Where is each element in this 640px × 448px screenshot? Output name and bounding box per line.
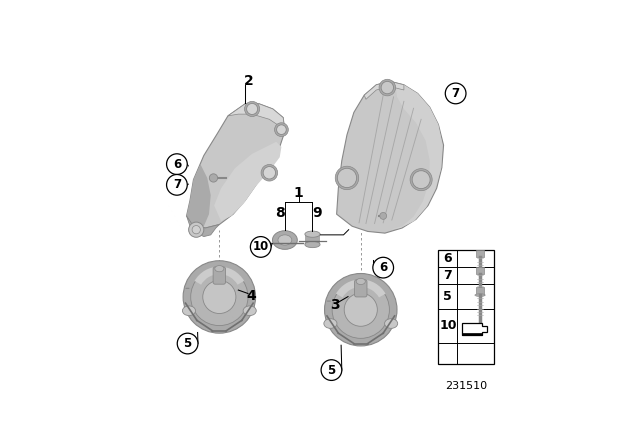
- Text: 8: 8: [276, 206, 285, 220]
- Circle shape: [189, 222, 204, 237]
- Ellipse shape: [182, 306, 196, 315]
- Ellipse shape: [215, 266, 224, 272]
- Text: 4: 4: [246, 289, 256, 303]
- Circle shape: [209, 174, 218, 182]
- Polygon shape: [187, 216, 220, 237]
- Circle shape: [337, 168, 356, 188]
- Ellipse shape: [305, 241, 320, 248]
- Bar: [305, 234, 320, 245]
- Circle shape: [344, 293, 378, 326]
- Ellipse shape: [243, 306, 256, 315]
- Circle shape: [246, 103, 258, 115]
- Polygon shape: [462, 333, 482, 336]
- Circle shape: [203, 280, 236, 314]
- Circle shape: [381, 82, 394, 94]
- Text: 6: 6: [173, 158, 181, 171]
- Circle shape: [191, 268, 248, 326]
- Bar: [476, 267, 484, 274]
- Circle shape: [373, 257, 394, 278]
- Circle shape: [177, 333, 198, 354]
- FancyBboxPatch shape: [355, 280, 367, 297]
- Circle shape: [410, 168, 432, 191]
- Ellipse shape: [356, 278, 365, 284]
- Polygon shape: [462, 323, 487, 336]
- Text: 7: 7: [444, 269, 452, 282]
- Text: 231510: 231510: [445, 381, 487, 391]
- Circle shape: [380, 212, 387, 220]
- Text: 7: 7: [173, 178, 181, 191]
- Circle shape: [166, 154, 188, 174]
- Text: 5: 5: [327, 364, 335, 377]
- Text: 2: 2: [244, 74, 253, 88]
- Text: 5: 5: [184, 337, 192, 350]
- Circle shape: [321, 360, 342, 380]
- Ellipse shape: [305, 231, 320, 237]
- Circle shape: [275, 123, 289, 137]
- Text: 9: 9: [312, 206, 321, 220]
- Ellipse shape: [385, 319, 397, 328]
- Circle shape: [276, 125, 286, 134]
- Text: 10: 10: [439, 319, 456, 332]
- Circle shape: [183, 261, 255, 333]
- FancyBboxPatch shape: [213, 267, 225, 284]
- Circle shape: [445, 83, 466, 104]
- Circle shape: [335, 166, 358, 190]
- Polygon shape: [187, 104, 285, 228]
- Bar: [476, 250, 484, 258]
- Ellipse shape: [278, 235, 292, 245]
- Circle shape: [324, 273, 397, 346]
- Circle shape: [261, 164, 278, 181]
- Text: 6: 6: [379, 261, 387, 274]
- Ellipse shape: [273, 231, 298, 250]
- Bar: [438, 250, 493, 364]
- Circle shape: [166, 174, 188, 195]
- Text: 10: 10: [253, 241, 269, 254]
- Text: 7: 7: [452, 87, 460, 100]
- Text: 5: 5: [444, 290, 452, 303]
- Circle shape: [412, 171, 430, 189]
- Ellipse shape: [324, 319, 337, 328]
- Circle shape: [263, 167, 276, 179]
- Circle shape: [192, 225, 200, 234]
- Wedge shape: [195, 267, 244, 285]
- Polygon shape: [364, 82, 404, 99]
- Polygon shape: [228, 104, 285, 131]
- Circle shape: [379, 79, 396, 96]
- Circle shape: [250, 237, 271, 257]
- Text: 1: 1: [294, 186, 303, 200]
- Polygon shape: [390, 83, 442, 230]
- Ellipse shape: [475, 294, 485, 297]
- Circle shape: [332, 281, 389, 338]
- Wedge shape: [336, 280, 385, 297]
- Polygon shape: [187, 164, 211, 226]
- Bar: [476, 287, 484, 295]
- Polygon shape: [214, 142, 282, 221]
- Text: 6: 6: [444, 252, 452, 265]
- Circle shape: [244, 101, 260, 116]
- Text: 3: 3: [330, 298, 339, 312]
- Polygon shape: [337, 82, 444, 233]
